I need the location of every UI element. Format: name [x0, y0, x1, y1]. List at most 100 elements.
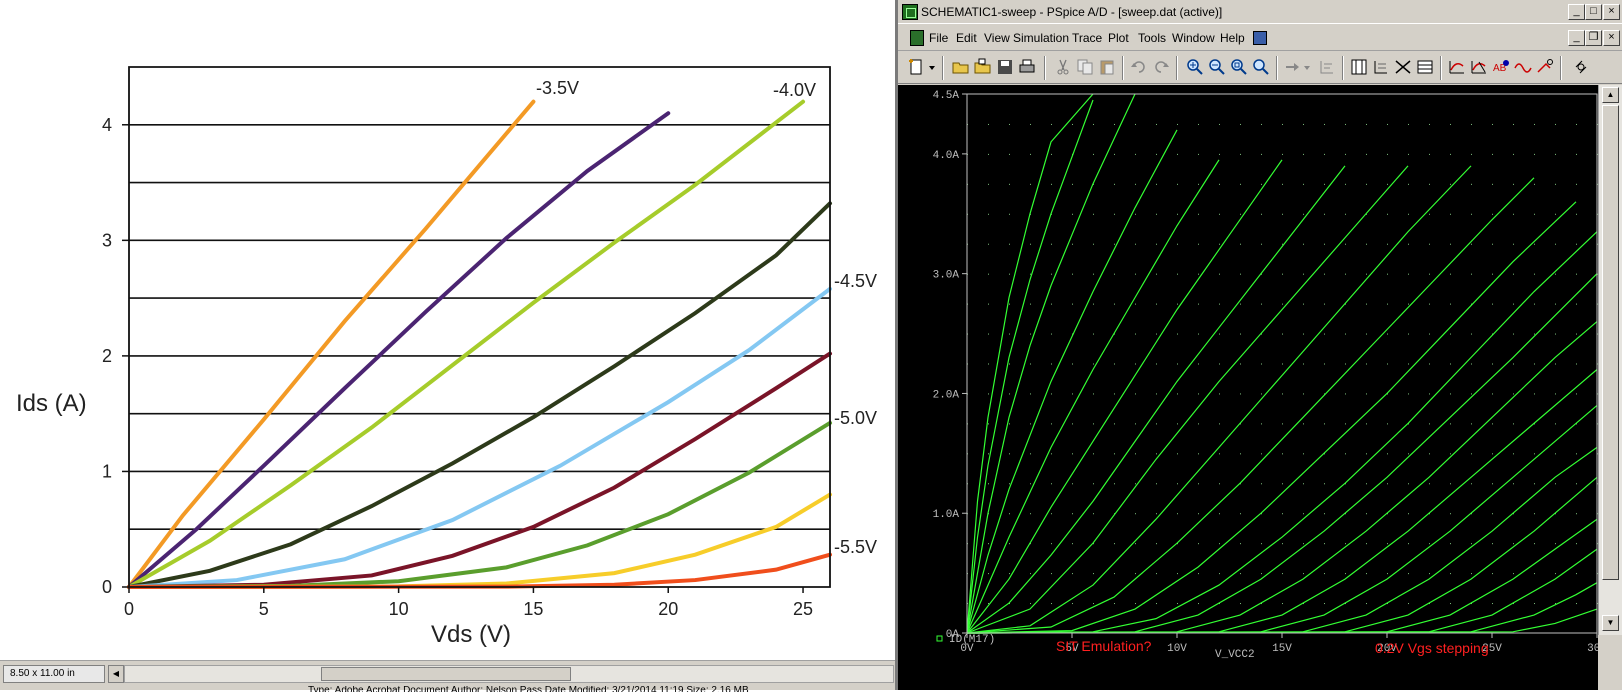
- menu-trace[interactable]: Trace: [1072, 31, 1103, 45]
- menu-file[interactable]: File: [929, 31, 949, 45]
- zoom-area-icon[interactable]: [1230, 58, 1248, 76]
- probe-plot[interactable]: 0V 5V 10V 15V 20V 25V 30V 0A 1.0A 2.0A 3.0A 4.0A 4.5…: [898, 85, 1598, 690]
- grid-dot: [1576, 183, 1577, 185]
- menu-plot[interactable]: Plot: [1108, 31, 1129, 45]
- id-trace[interactable]: [966, 159, 1220, 634]
- id-trace[interactable]: [966, 165, 1346, 634]
- add-trace-icon[interactable]: [1448, 58, 1466, 76]
- id-trace[interactable]: [966, 93, 1136, 634]
- grid-dot: [1051, 303, 1052, 305]
- open-project-icon[interactable]: [974, 58, 992, 76]
- minimize-button[interactable]: _: [1568, 4, 1585, 20]
- copy-icon[interactable]: [1076, 58, 1094, 76]
- file-info-tooltip: Type: Adobe Acrobat Document Author: Nel…: [308, 686, 749, 692]
- fourier-icon[interactable]: [1394, 58, 1412, 76]
- probe-plot-area[interactable]: 0V 5V 10V 15V 20V 25V 30V 0A 1.0A 2.0A 3.0A 4.0A 4.5…: [898, 85, 1598, 690]
- id-trace[interactable]: [966, 165, 1409, 634]
- grid-dot: [1513, 423, 1514, 425]
- scroll-down-button[interactable]: ▼: [1602, 615, 1619, 631]
- new-file-icon[interactable]: [907, 58, 925, 76]
- doc-restore-button[interactable]: ❐: [1585, 30, 1602, 46]
- grid-dot: [1429, 573, 1430, 575]
- menu-tools[interactable]: Tools: [1138, 31, 1167, 45]
- menu-edit[interactable]: Edit: [956, 31, 977, 45]
- id-trace[interactable]: [966, 582, 1598, 634]
- grid-dot: [1030, 303, 1031, 305]
- toggle-cursor-icon[interactable]: [1536, 58, 1554, 76]
- id-trace[interactable]: [966, 93, 1094, 634]
- help-context-icon[interactable]: [1253, 31, 1267, 45]
- doc-minimize-button[interactable]: _: [1568, 30, 1585, 46]
- redo-icon[interactable]: [1152, 58, 1170, 76]
- save-icon[interactable]: [996, 58, 1014, 76]
- mark-label-icon[interactable]: [1318, 58, 1336, 76]
- open-folder-icon[interactable]: [952, 58, 970, 76]
- zoom-out-icon[interactable]: [1208, 58, 1226, 76]
- scroll-left-button[interactable]: ◀: [108, 665, 124, 683]
- grid-dot: [1219, 273, 1220, 275]
- trace-legend-marker[interactable]: [936, 635, 943, 642]
- horizontal-scroll-thumb[interactable]: [321, 667, 571, 681]
- grid-dot: [1198, 213, 1199, 215]
- paste-icon[interactable]: [1098, 58, 1116, 76]
- toolbar-overflow-icon[interactable]: [1572, 58, 1590, 76]
- id-trace[interactable]: [966, 177, 1535, 634]
- cut-icon[interactable]: [1054, 58, 1072, 76]
- zoom-fit-icon[interactable]: [1252, 58, 1270, 76]
- document-icon[interactable]: [910, 30, 924, 46]
- horizontal-scrollbar[interactable]: [124, 665, 894, 683]
- menu-view[interactable]: View: [984, 31, 1010, 45]
- grid-dot: [1261, 423, 1262, 425]
- grid-dot: [1555, 213, 1556, 215]
- scroll-up-button[interactable]: ▲: [1602, 87, 1619, 103]
- zoom-in-icon[interactable]: [1186, 58, 1204, 76]
- doc-close-button[interactable]: ×: [1603, 30, 1620, 46]
- grid-dot: [1576, 123, 1577, 125]
- arrow-icon[interactable]: [1284, 58, 1302, 76]
- grid-dot: [1177, 573, 1178, 575]
- table-icon[interactable]: [1416, 58, 1434, 76]
- grid-dot: [1009, 273, 1010, 275]
- grid-dot: [1303, 243, 1304, 245]
- grid-dot: [1219, 603, 1220, 605]
- undo-icon[interactable]: [1130, 58, 1148, 76]
- new-dropdown-icon[interactable]: [927, 58, 937, 76]
- add-plot-icon[interactable]: [1372, 58, 1390, 76]
- grid-dot: [1387, 183, 1388, 185]
- eval-measurement-icon[interactable]: AB: [1492, 58, 1510, 76]
- vertical-scrollbar[interactable]: ▲ ▼: [1598, 85, 1622, 635]
- menu-window[interactable]: Window: [1172, 31, 1215, 45]
- print-icon[interactable]: [1018, 58, 1036, 76]
- trace-legend-label[interactable]: ID(M17): [949, 634, 995, 646]
- grid-dot: [1072, 543, 1073, 545]
- id-trace[interactable]: [966, 608, 1598, 634]
- cursor-icon[interactable]: [1514, 58, 1532, 76]
- grid-dot: [1408, 573, 1409, 575]
- grid-dot: [1114, 153, 1115, 155]
- pspice-app-icon[interactable]: [902, 4, 918, 20]
- grid-dot: [1093, 243, 1094, 245]
- delete-trace-icon[interactable]: [1470, 58, 1488, 76]
- arrow-dropdown-icon[interactable]: [1302, 58, 1312, 76]
- close-button[interactable]: ×: [1603, 4, 1620, 20]
- plot-frame: [128, 66, 831, 588]
- grid-dot: [1219, 243, 1220, 245]
- grid-dot: [1156, 333, 1157, 335]
- grid-dot: [1219, 483, 1220, 485]
- menu-help[interactable]: Help: [1220, 31, 1245, 45]
- id-trace[interactable]: [966, 159, 1283, 634]
- id-trace[interactable]: [966, 99, 1094, 634]
- id-trace[interactable]: [966, 369, 1598, 634]
- vertical-scroll-thumb[interactable]: [1602, 105, 1619, 580]
- grid-dot: [1324, 603, 1325, 605]
- title-bar[interactable]: SCHEMATIC1-sweep - PSpice A/D - [sweep.d…: [898, 0, 1622, 24]
- maximize-button[interactable]: □: [1585, 4, 1602, 20]
- grid-dot: [1576, 213, 1577, 215]
- id-trace[interactable]: [966, 165, 1472, 634]
- menu-simulation[interactable]: Simulation: [1013, 31, 1070, 45]
- axis-settings-icon[interactable]: [1350, 58, 1368, 76]
- id-trace[interactable]: [966, 201, 1577, 634]
- id-trace[interactable]: [966, 129, 1178, 634]
- pspice-window: SCHEMATIC1-sweep - PSpice A/D - [sweep.d…: [898, 0, 1622, 690]
- id-trace[interactable]: [966, 231, 1598, 634]
